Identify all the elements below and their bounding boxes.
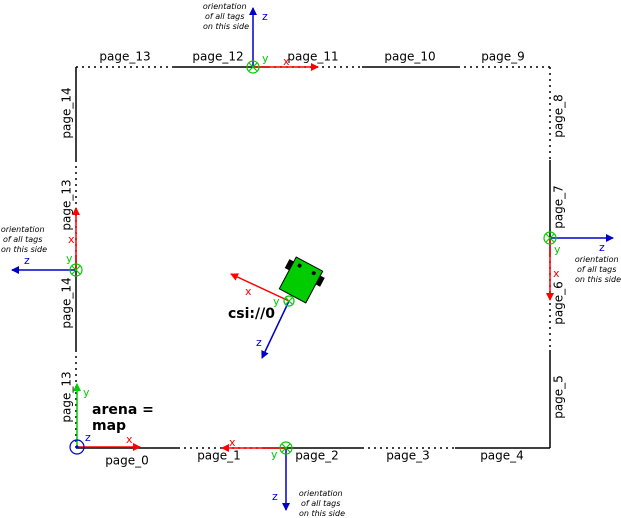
y-axis-label: y	[262, 52, 269, 65]
arena-border	[75, 66, 551, 449]
y-axis-label: y	[554, 243, 561, 256]
x-axis-label: x	[68, 233, 75, 246]
page-label-bottom: page_1	[197, 449, 241, 463]
robot-wheel	[284, 259, 294, 271]
tag-frame-right: z y x orientation of all tags on this si…	[543, 231, 621, 301]
page-label-top: page_9	[481, 50, 525, 64]
page-label-right: page_6	[552, 281, 566, 325]
robot-marker	[311, 271, 316, 276]
camera-label: csi://0	[228, 306, 275, 322]
page-label-left: page_14	[60, 87, 74, 138]
orientation-note-top: orientation of all tags on this side	[203, 2, 249, 31]
orientation-note-left: orientation of all tags on this side	[1, 225, 47, 254]
z-axis-label: z	[256, 336, 262, 349]
page-label-bottom: page_0	[105, 454, 149, 468]
tag-frame-left: x y z orientation of all tags on this si…	[1, 207, 83, 277]
arena-origin-frame: y z x arena = map	[69, 383, 159, 455]
robot-wheel	[315, 275, 325, 287]
z-axis-label: z	[272, 490, 278, 503]
tag-frame-bottom: x y z orientation of all tags on this si…	[221, 436, 345, 518]
page-label-top: page_11	[287, 50, 338, 64]
orientation-note-bottom: orientation of all tags on this side	[299, 489, 345, 518]
x-axis-label: x	[229, 436, 236, 449]
z-axis-label: z	[262, 10, 268, 23]
z-axis-label: z	[24, 254, 30, 267]
page-label-top: page_10	[384, 50, 435, 64]
page-label-left: page_14	[60, 277, 74, 328]
page-label-bottom: page_3	[386, 449, 430, 463]
arena-map-label: arena = map	[92, 402, 159, 434]
page-label-right: page_5	[552, 375, 566, 419]
page-label-left: page_13	[60, 179, 74, 230]
x-axis-label: x	[245, 285, 252, 298]
page-label-top: page_12	[192, 50, 243, 64]
page-label-right: page_7	[552, 185, 566, 229]
page-label-left: page_13	[60, 371, 74, 422]
page-label-top: page_13	[99, 50, 150, 64]
page-label-bottom: page_4	[480, 449, 524, 463]
z-axis-label: z	[599, 241, 605, 254]
z-axis-label: z	[85, 431, 91, 444]
x-axis-label: x	[553, 267, 560, 280]
x-axis-label: x	[126, 433, 133, 446]
y-axis-label: y	[271, 448, 278, 461]
page-label-bottom: page_2	[295, 449, 339, 463]
y-axis-label: y	[66, 252, 73, 265]
y-axis-label: y	[273, 295, 280, 308]
y-axis-label: y	[83, 386, 90, 399]
tag-frame-top: z y x orientation of all tags on this si…	[203, 2, 319, 74]
robot-body	[278, 256, 324, 304]
robot-marker	[297, 263, 302, 268]
x-axis-label: x	[283, 55, 290, 68]
page-label-right: page_8	[552, 94, 566, 138]
robot: x y z csi://0	[228, 256, 325, 359]
orientation-note-right: orientation of all tags on this side	[575, 255, 621, 284]
